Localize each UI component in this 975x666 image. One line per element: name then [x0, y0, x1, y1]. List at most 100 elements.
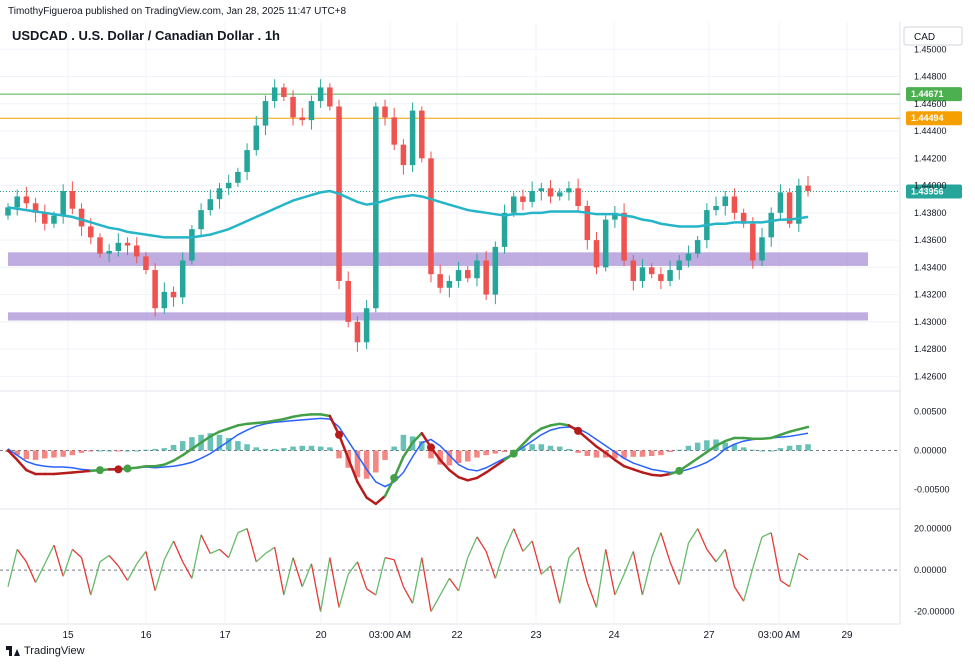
macd-line-segment	[227, 424, 240, 430]
histogram-bar	[731, 444, 738, 451]
candle-body	[759, 237, 765, 261]
macd-line-segment	[301, 413, 313, 417]
oscillator-line-segment	[467, 536, 478, 558]
macd-line-segment	[494, 458, 506, 468]
signal-line	[7, 417, 809, 488]
candle-body	[520, 196, 526, 202]
histogram-bar	[740, 447, 747, 451]
histogram-bar	[768, 450, 774, 452]
histogram-bar	[115, 450, 122, 452]
candle-body	[740, 212, 747, 224]
crossover-dot	[509, 449, 518, 458]
candle-body	[409, 110, 416, 166]
line-tick-label: 0.00000	[914, 565, 947, 575]
candle-body	[400, 144, 407, 166]
crossover-dot	[574, 426, 583, 435]
macd-line-segment	[650, 473, 663, 477]
oscillator-line-segment	[274, 547, 285, 596]
histogram-bar	[308, 445, 315, 451]
oscillator-line-segment	[715, 548, 726, 563]
oscillator-line-segment	[7, 549, 18, 587]
macd-line-segment	[6, 449, 19, 462]
oscillator-line-segment	[411, 557, 423, 604]
macd-line-segment	[540, 424, 552, 430]
histogram-bar	[455, 450, 462, 464]
macd-line-segment	[236, 422, 249, 427]
histogram-bar	[630, 450, 637, 457]
histogram-bar	[437, 450, 443, 465]
histogram-bar	[547, 445, 554, 451]
candle-body	[382, 106, 388, 118]
oscillator-line-segment	[733, 586, 745, 602]
histogram-bar	[419, 441, 425, 451]
macd-line-segment	[549, 422, 561, 427]
osc-tick-label: 0.00500	[914, 406, 947, 416]
line-tick-label: 20.00000	[914, 524, 952, 534]
histogram-bar	[704, 440, 710, 451]
histogram-bar	[474, 450, 480, 458]
oscillator-line-segment	[549, 565, 561, 604]
oscillator-line-segment	[338, 574, 349, 608]
candle-body	[538, 188, 545, 192]
oscillator-line-segment	[623, 551, 634, 575]
candle-body	[547, 188, 554, 197]
histogram-bar	[143, 449, 149, 451]
histogram-bar	[621, 450, 627, 459]
macd-line-segment	[558, 422, 571, 427]
oscillator-line-segment	[678, 542, 690, 585]
price-tick-label: 1.43000	[914, 317, 947, 327]
macd-line-segment	[190, 441, 203, 451]
oscillator-line-segment	[237, 528, 248, 534]
support-zone	[8, 312, 868, 321]
price-tick-label: 1.43600	[914, 235, 947, 245]
macd-line-segment	[411, 431, 424, 444]
candle-body	[299, 117, 306, 121]
oscillator-line-segment	[421, 557, 432, 612]
candle-body	[23, 196, 30, 204]
oscillator-line-segment	[384, 557, 395, 561]
oscillator-line-segment	[457, 557, 469, 592]
oscillator-line-segment	[246, 528, 257, 562]
candle-body	[465, 270, 471, 279]
oscillator-line-segment	[25, 561, 37, 583]
histogram-bar	[694, 442, 701, 451]
line-tick-label: -20.00000	[914, 607, 955, 617]
oscillator-line-segment	[182, 561, 193, 579]
chart-title: USDCAD . U.S. Dollar / Canadian Dollar .…	[12, 28, 280, 43]
candle-body	[593, 240, 600, 268]
chart-svg[interactable]: 1.44671 1.44494 1.43956 1.45000 1.44800 1.44…	[0, 22, 975, 641]
oscillator-line-segment	[641, 557, 653, 596]
macd-line-segment	[61, 471, 74, 475]
time-tick-label: 22	[451, 630, 463, 640]
price-tick-label: 1.45000	[914, 44, 947, 54]
last-price-box	[906, 184, 962, 199]
crossover-dot	[675, 466, 684, 475]
histogram-bar	[648, 450, 655, 456]
oscillator-line-segment	[660, 532, 671, 563]
oscillator-line-segment	[605, 549, 616, 596]
histogram-bar	[170, 445, 177, 451]
currency-label: CAD	[914, 32, 935, 43]
macd-line-segment	[15, 458, 28, 472]
candle-body	[805, 185, 811, 192]
price-tick-label: 1.44600	[914, 99, 947, 109]
candle-body	[216, 188, 223, 200]
candle-body	[354, 321, 361, 343]
histogram-bar	[161, 448, 168, 451]
macd-line-segment	[613, 458, 626, 468]
time-tick-label: 17	[219, 630, 231, 640]
histogram-bar	[88, 450, 94, 452]
oscillator-line-segment	[485, 551, 496, 579]
histogram-bar	[400, 434, 407, 451]
currency-box[interactable]	[903, 26, 963, 46]
histogram-bar	[299, 445, 306, 451]
candle-body	[437, 274, 443, 288]
macd-line-segment	[291, 413, 304, 419]
histogram-bar	[529, 444, 535, 451]
crossover-dot	[114, 465, 123, 474]
chart-area[interactable]: 1.44671 1.44494 1.43956 1.45000 1.44800 1.44…	[0, 22, 975, 641]
oscillator-line-segment	[117, 565, 129, 581]
histogram-bar	[786, 445, 793, 451]
oscillator-line-segment	[687, 528, 699, 544]
candle-body	[78, 208, 85, 227]
